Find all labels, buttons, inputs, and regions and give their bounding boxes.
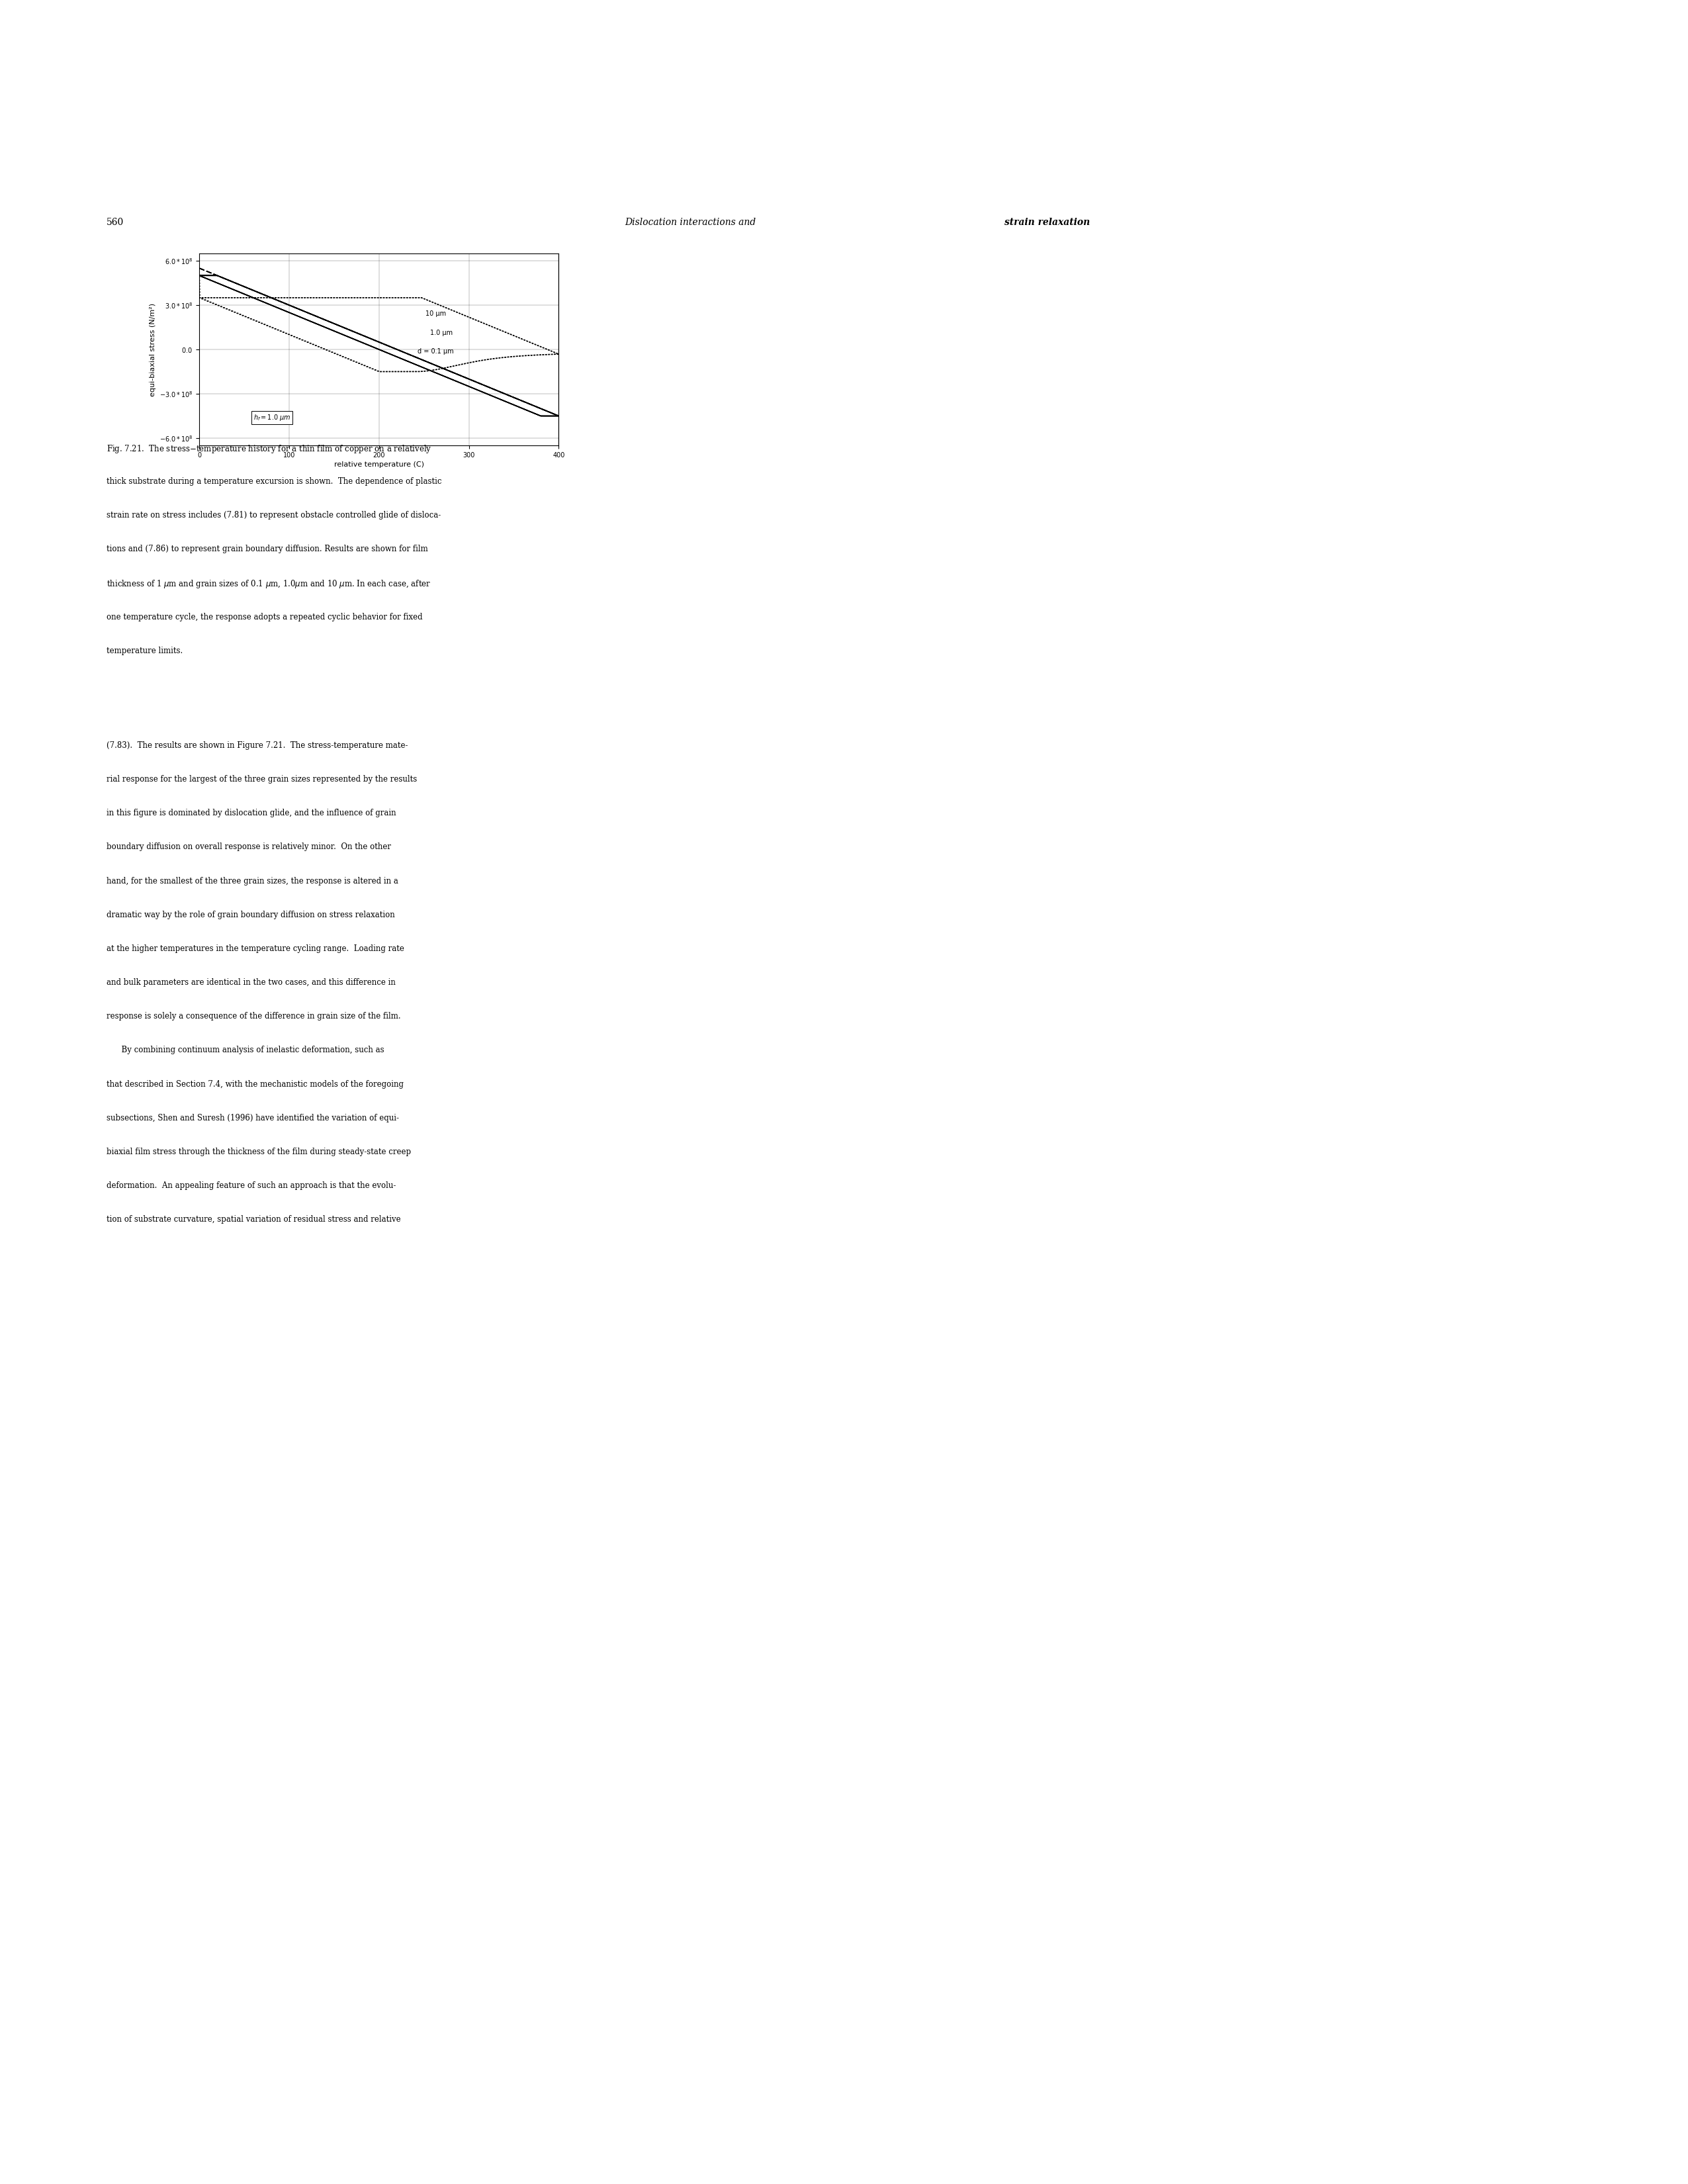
Text: one temperature cycle, the response adopts a repeated cyclic behavior for fixed: one temperature cycle, the response adop… [106, 614, 422, 620]
Text: dramatic way by the role of grain boundary diffusion on stress relaxation: dramatic way by the role of grain bounda… [106, 911, 395, 919]
Text: tion of substrate curvature, spatial variation of residual stress and relative: tion of substrate curvature, spatial var… [106, 1214, 400, 1223]
Text: rial response for the largest of the three grain sizes represented by the result: rial response for the largest of the thr… [106, 775, 417, 784]
Y-axis label: equi-biaxial stress (N/m²): equi-biaxial stress (N/m²) [150, 304, 157, 395]
Text: 1.0 μm: 1.0 μm [430, 330, 452, 336]
Text: response is solely a consequence of the difference in grain size of the film.: response is solely a consequence of the … [106, 1011, 400, 1020]
Text: thickness of 1 $\mu$m and grain sizes of 0.1 $\mu$m, 1.0$\mu$m and 10 $\mu$m. In: thickness of 1 $\mu$m and grain sizes of… [106, 579, 430, 590]
Text: strain relaxation: strain relaxation [1004, 218, 1090, 227]
Text: subsections, Shen and Suresh (1996) have identified the variation of equi-: subsections, Shen and Suresh (1996) have… [106, 1114, 398, 1123]
Text: temperature limits.: temperature limits. [106, 646, 182, 655]
Text: By combining continuum analysis of inelastic deformation, such as: By combining continuum analysis of inela… [106, 1046, 383, 1055]
Text: tions and (7.86) to represent grain boundary diffusion. Results are shown for fi: tions and (7.86) to represent grain boun… [106, 544, 427, 553]
X-axis label: relative temperature (C): relative temperature (C) [334, 461, 424, 467]
Text: that described in Section 7.4, with the mechanistic models of the foregoing: that described in Section 7.4, with the … [106, 1079, 403, 1088]
Text: biaxial film stress through the thickness of the film during steady-state creep: biaxial film stress through the thicknes… [106, 1147, 410, 1155]
Text: and bulk parameters are identical in the two cases, and this difference in: and bulk parameters are identical in the… [106, 978, 395, 987]
Text: $h_f = 1.0\ \mu m$: $h_f = 1.0\ \mu m$ [253, 413, 290, 422]
Text: 560: 560 [106, 218, 123, 227]
Text: thick substrate during a temperature excursion is shown.  The dependence of plas: thick substrate during a temperature exc… [106, 476, 442, 485]
Text: Fig. 7.21.  The stress$-$temperature history for a thin film of copper on a rela: Fig. 7.21. The stress$-$temperature hist… [106, 443, 432, 454]
Text: hand, for the smallest of the three grain sizes, the response is altered in a: hand, for the smallest of the three grai… [106, 876, 398, 885]
Text: at the higher temperatures in the temperature cycling range.  Loading rate: at the higher temperatures in the temper… [106, 943, 403, 952]
Text: boundary diffusion on overall response is relatively minor.  On the other: boundary diffusion on overall response i… [106, 843, 392, 852]
Text: strain rate on stress includes (7.81) to represent obstacle controlled glide of : strain rate on stress includes (7.81) to… [106, 511, 441, 520]
Text: in this figure is dominated by dislocation glide, and the influence of grain: in this figure is dominated by dislocati… [106, 808, 397, 817]
Text: d = 0.1 μm: d = 0.1 μm [417, 349, 454, 356]
Text: deformation.  An appealing feature of such an approach is that the evolu-: deformation. An appealing feature of suc… [106, 1182, 395, 1190]
Text: (7.83).  The results are shown in Figure 7.21.  The stress-temperature mate-: (7.83). The results are shown in Figure … [106, 740, 408, 749]
Text: 10 μm: 10 μm [425, 310, 446, 317]
Text: Dislocation interactions and: Dislocation interactions and [625, 218, 758, 227]
